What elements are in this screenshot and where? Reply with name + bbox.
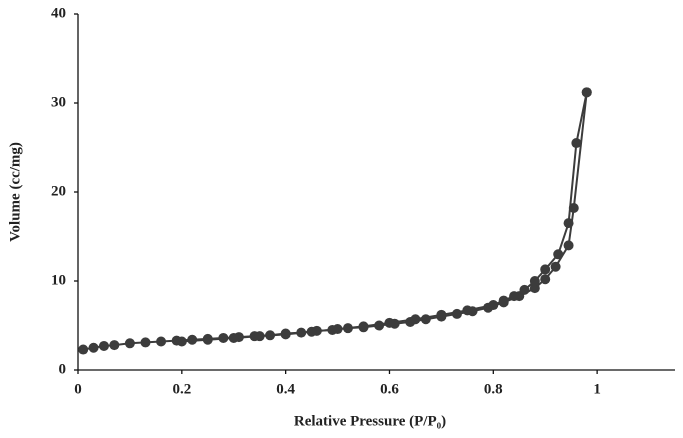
y-tick-label: 0: [59, 361, 67, 377]
y-tick-label: 30: [51, 94, 66, 110]
data-point: [488, 300, 499, 311]
data-point: [98, 340, 109, 351]
data-point: [581, 87, 592, 98]
data-point: [280, 329, 291, 340]
data-point: [176, 336, 187, 347]
data-point: [410, 314, 421, 325]
data-point: [509, 291, 520, 302]
data-point: [124, 338, 135, 349]
data-point: [228, 332, 239, 343]
data-point: [202, 334, 213, 345]
data-point: [78, 344, 89, 355]
data-point: [358, 321, 369, 332]
x-tick-label: 0.4: [276, 381, 295, 397]
data-point: [550, 261, 561, 272]
data-point: [140, 337, 151, 348]
data-point: [156, 336, 167, 347]
x-tick-label: 0: [74, 381, 82, 397]
data-point: [109, 340, 120, 351]
x-tick-label: 0.6: [380, 381, 399, 397]
data-point: [451, 308, 462, 319]
y-tick-label: 10: [51, 272, 66, 288]
data-point: [540, 274, 551, 285]
data-point: [540, 264, 551, 275]
data-point: [88, 342, 99, 353]
x-tick-label: 1: [593, 381, 601, 397]
y-tick-label: 40: [51, 5, 66, 21]
data-point: [529, 283, 540, 294]
data-point: [420, 314, 431, 325]
series-line: [181, 92, 588, 343]
data-point: [462, 305, 473, 316]
data-point: [563, 240, 574, 251]
data-point: [498, 295, 509, 306]
data-point: [332, 324, 343, 335]
data-point: [529, 276, 540, 286]
data-point: [187, 334, 198, 345]
y-axis-label: Volume (cc/mg): [7, 142, 23, 242]
data-point: [254, 331, 265, 342]
data-point: [571, 138, 582, 149]
y-tick-label: 20: [51, 183, 66, 199]
data-point: [436, 309, 447, 320]
x-tick-label: 0.2: [172, 381, 191, 397]
data-point: [306, 326, 317, 337]
data-point: [519, 284, 530, 295]
data-point: [563, 218, 574, 229]
x-tick-label: 0.8: [484, 381, 503, 397]
data-point: [553, 249, 564, 260]
x-axis-label: Relative Pressure (P/P₀): [294, 413, 446, 429]
series-line: [83, 92, 588, 351]
data-point: [384, 317, 395, 328]
